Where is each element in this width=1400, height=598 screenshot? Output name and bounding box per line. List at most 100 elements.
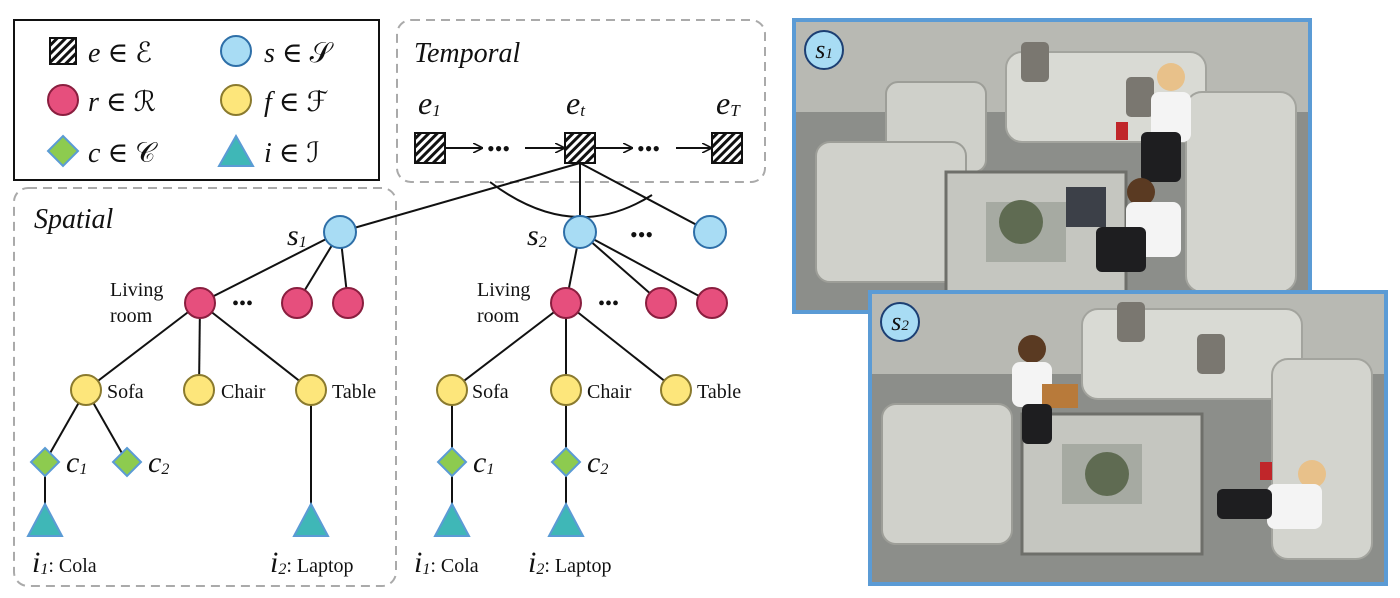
- contact-label-c1-tree1: c1: [66, 446, 87, 479]
- contact-node-c1-tree2: [436, 446, 468, 478]
- event-node-T: [711, 132, 743, 164]
- item-label-cola-1: i1: Cola: [32, 546, 97, 579]
- item-label-laptop-1: i2: Laptop: [270, 546, 354, 579]
- furniture-node-sofa-2: [436, 374, 468, 406]
- room-node-2b: [645, 287, 677, 319]
- room-dots-1: •••: [232, 293, 253, 315]
- room-node-2: [550, 287, 582, 319]
- legend-event-label: e ∈ ℰ: [88, 38, 152, 69]
- person-a-legs-s1: [1141, 132, 1181, 182]
- legend-item-icon: [217, 133, 255, 167]
- room-node-1c: [332, 287, 364, 319]
- sofa-right-s1: [1185, 91, 1297, 293]
- plant-s1: [999, 200, 1043, 244]
- legend-contact-icon: [46, 134, 80, 168]
- scene-badge-s2: s2: [880, 302, 920, 342]
- event-label-t: et: [566, 85, 586, 121]
- event-label-1: e1: [418, 85, 441, 121]
- furniture-node-chair-1: [183, 374, 215, 406]
- furniture-label-table-1: Table: [332, 381, 376, 403]
- temporal-dots-1: •••: [487, 136, 510, 161]
- legend-scene-icon: [220, 35, 252, 67]
- temporal-frame: [396, 19, 766, 183]
- item-node-cola-1: [26, 501, 64, 537]
- edge-et-s3: [579, 162, 711, 233]
- room-node-2c: [696, 287, 728, 319]
- person-b-legs-s1: [1096, 227, 1146, 272]
- furniture-node-table-1: [295, 374, 327, 406]
- event-node-1: [414, 132, 446, 164]
- item-label-cola-2: i1: Cola: [414, 546, 479, 579]
- furniture-node-sofa-1: [70, 374, 102, 406]
- person-b-legs-s2: [1022, 404, 1052, 444]
- item-label-laptop-2: i2: Laptop: [528, 546, 612, 579]
- legend-furniture-label: f ∈ ℱ: [264, 87, 329, 118]
- plant-s2: [1085, 452, 1129, 496]
- cushion-s1b: [1126, 77, 1154, 117]
- furniture-node-chair-2: [550, 374, 582, 406]
- legend-event-icon: [49, 37, 77, 65]
- sofa-back-s2: [1081, 308, 1303, 400]
- cushion-s1a: [1021, 42, 1049, 82]
- legend-room-label: r ∈ ℛ: [88, 87, 156, 118]
- edge-et-s1: [339, 162, 581, 233]
- legend-room-icon: [47, 84, 79, 116]
- item-node-cola-2: [433, 501, 471, 537]
- legend-contact-label: c ∈ 𝒞: [88, 138, 158, 169]
- legend-scene-label: s ∈ 𝒮: [264, 38, 335, 69]
- cola-can-s1: [1116, 122, 1128, 140]
- contact-node-c2-tree2: [550, 446, 582, 478]
- scene-label-s2: s2: [527, 219, 547, 252]
- room-label-2b: room: [477, 305, 520, 327]
- chair-left-s1: [815, 141, 967, 283]
- room-dots-2: •••: [598, 293, 619, 315]
- and-arc: [489, 181, 653, 219]
- legend-item-label: i ∈ ℐ: [264, 138, 320, 169]
- person-a-head-s1: [1157, 63, 1185, 91]
- scene-render-s1: [796, 22, 1308, 310]
- contact-label-c2-tree1: c2: [148, 446, 169, 479]
- scene-dots: •••: [630, 222, 653, 247]
- contact-label-c2-tree2: c2: [587, 446, 608, 479]
- laptop-s2: [1042, 384, 1078, 408]
- scene-label-s1: s1: [287, 219, 307, 252]
- spatial-frame: [13, 187, 397, 587]
- scene-badge-s1: s1: [804, 30, 844, 70]
- room-label-2a: Living: [477, 279, 530, 301]
- furniture-node-table-2: [660, 374, 692, 406]
- scene-node-s1: [323, 215, 357, 249]
- event-label-T: eT: [716, 85, 741, 121]
- item-node-laptop-1: [292, 501, 330, 537]
- event-node-t: [564, 132, 596, 164]
- temporal-section: Temporal e1 et eT ••• •••: [396, 19, 766, 183]
- temporal-title: Temporal: [414, 38, 521, 69]
- cola-can-s2: [1260, 462, 1272, 480]
- chair-left-s2: [881, 403, 1013, 545]
- contact-node-c2-tree1: [111, 446, 143, 478]
- person-a-body-s2: [1267, 484, 1322, 529]
- room-label-1a: Living: [110, 279, 163, 301]
- contact-label-c1-tree2: c1: [473, 446, 494, 479]
- scene-tree-1: s1 Living room ••• Sofa Chair Table c1 c…: [26, 215, 376, 579]
- person-a-legs-s2: [1217, 489, 1272, 519]
- person-b-head-s1: [1127, 178, 1155, 206]
- item-node-laptop-2: [547, 501, 585, 537]
- room-node-1: [184, 287, 216, 319]
- furniture-label-table-2: Table: [697, 381, 741, 403]
- spatial-title: Spatial: [34, 204, 114, 235]
- scene-render-s2: [872, 294, 1384, 582]
- temporal-dots-2: •••: [637, 136, 660, 161]
- person-a-head-s2: [1298, 460, 1326, 488]
- scene-panel-s1: s1: [792, 18, 1312, 314]
- scene-panel-s2: s2: [868, 290, 1388, 586]
- spatial-section: Spatial: [13, 187, 397, 587]
- legend: e ∈ ℰ s ∈ 𝒮 r ∈ ℛ f ∈ ℱ c ∈ 𝒞 i ∈ ℐ: [13, 19, 380, 181]
- person-a-body-s1: [1151, 92, 1191, 142]
- legend-furniture-icon: [220, 84, 252, 116]
- furniture-label-sofa-1: Sofa: [107, 381, 144, 403]
- laptop-s1: [1066, 187, 1106, 227]
- furniture-label-chair-2: Chair: [587, 381, 632, 403]
- contact-node-c1-tree1: [29, 446, 61, 478]
- cushion-s2a: [1117, 302, 1145, 342]
